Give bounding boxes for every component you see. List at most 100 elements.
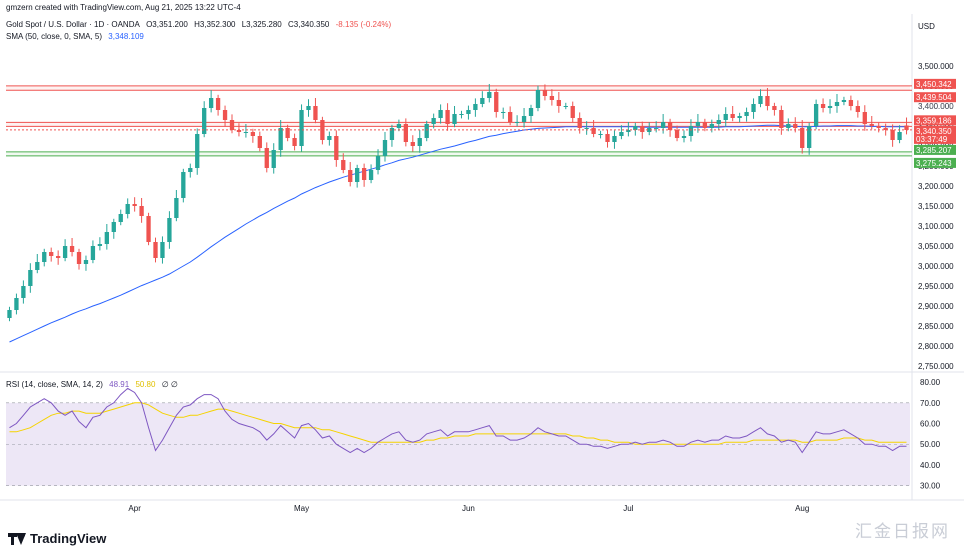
- symbol-name[interactable]: Gold Spot / U.S. Dollar · 1D · OANDA: [6, 20, 140, 29]
- currency-label[interactable]: USD: [918, 22, 935, 31]
- candle-body: [97, 244, 103, 246]
- candle-body: [250, 132, 256, 136]
- candle-body: [118, 214, 123, 222]
- ohlc-high: H3,352.300: [194, 20, 236, 29]
- candle-body: [674, 130, 680, 138]
- resistance-2-zone: [6, 122, 910, 127]
- candle-body: [69, 246, 75, 252]
- candle-body: [869, 124, 874, 126]
- price-tick-label: 2,750.000: [918, 362, 954, 371]
- candle-body: [55, 256, 61, 258]
- candle-body: [556, 100, 561, 106]
- candle-body: [327, 136, 332, 140]
- support-1-tag-label: 3,285.207: [916, 146, 952, 155]
- candle-body: [132, 204, 137, 206]
- countdown-label: 03:37:49: [916, 135, 948, 144]
- candle-body: [410, 142, 415, 146]
- candle-body: [375, 156, 381, 170]
- candle-body: [389, 128, 395, 140]
- rsi-tick-label: 80.00: [920, 378, 941, 387]
- candle-body: [570, 106, 575, 118]
- price-tick-label: 2,950.000: [918, 282, 954, 291]
- candle-body: [28, 270, 33, 286]
- candle-body: [90, 246, 96, 260]
- candle-body: [334, 136, 339, 160]
- rsi-legend[interactable]: RSI (14, close, SMA, 14, 2) 48.91 50.80 …: [6, 380, 182, 389]
- candle-body: [667, 122, 673, 130]
- candle-body: [890, 130, 895, 140]
- candle-body: [834, 102, 840, 106]
- support-1-tag: [914, 144, 956, 155]
- tradingview-logo: TradingView: [8, 531, 106, 546]
- price-tick-label: 2,900.000: [918, 302, 954, 311]
- candle-body: [514, 122, 520, 123]
- candle-body: [528, 108, 534, 116]
- candle-body: [862, 112, 867, 124]
- candle-body: [7, 310, 12, 318]
- candle-body: [542, 90, 548, 96]
- resistance-1-tag-label: 3,450.342: [916, 80, 952, 89]
- candle-body: [730, 114, 735, 118]
- candle-body: [208, 98, 214, 108]
- ohlc-close: C3,340.350: [288, 20, 330, 29]
- candle-body: [897, 132, 902, 140]
- candle-body: [591, 128, 596, 134]
- rsi-ma-line: [9, 402, 907, 445]
- candle-body: [139, 206, 144, 216]
- time-tick-label: Jun: [462, 504, 475, 513]
- time-tick-label: May: [294, 504, 309, 513]
- tradingview-icon: [8, 532, 26, 545]
- candle-body: [827, 106, 833, 108]
- candle-body: [417, 138, 422, 146]
- candle-body: [716, 120, 721, 124]
- sma-value: 3,348.109: [108, 32, 144, 41]
- price-tick-label: 3,050.000: [918, 242, 954, 251]
- rsi-ma-value: 50.80: [135, 380, 156, 389]
- candle-body: [222, 110, 228, 120]
- candle-body: [42, 252, 47, 262]
- candle-body: [459, 114, 464, 115]
- candle-body: [431, 118, 436, 124]
- candle-body: [243, 132, 249, 133]
- last-price-label: 3,340.350: [916, 127, 952, 136]
- candle-body: [35, 262, 40, 270]
- rsi-tick-label: 40.00: [920, 461, 941, 470]
- price-tick-label: 3,400.000: [918, 102, 954, 111]
- rsi-extra: ∅ ∅: [161, 380, 178, 389]
- time-tick-label: Jul: [623, 504, 633, 513]
- candle-body: [807, 126, 812, 148]
- candle-body: [452, 114, 457, 124]
- candle-body: [111, 222, 116, 232]
- candle-body: [396, 124, 402, 128]
- price-tick-label: 2,850.000: [918, 322, 954, 331]
- price-tick-label: 3,000.000: [918, 262, 954, 271]
- candle-body: [751, 104, 756, 112]
- candle-body: [76, 252, 82, 264]
- watermark: 汇金日报网: [855, 522, 950, 541]
- candle-body: [368, 170, 374, 180]
- candle-body: [695, 122, 701, 126]
- candle-body: [271, 150, 276, 168]
- sma-legend[interactable]: SMA (50, close, 0, SMA, 5) 3,348.109: [6, 32, 148, 41]
- candle-body: [723, 114, 728, 120]
- candle-body: [257, 136, 262, 148]
- candle-body: [507, 112, 513, 122]
- candle-body: [765, 96, 770, 106]
- resistance-2-tag-label: 3,359.186: [916, 116, 952, 125]
- candle-body: [779, 110, 784, 128]
- candle-body: [21, 286, 26, 298]
- candle-body: [215, 98, 221, 110]
- support-1-tag-label: 3,275.243: [916, 159, 952, 168]
- candle-body: [125, 204, 130, 214]
- candle-body: [195, 134, 200, 168]
- candle-body: [681, 136, 687, 138]
- candle-body: [702, 122, 708, 128]
- rsi-tick-label: 70.00: [920, 399, 941, 408]
- candle-body: [820, 104, 826, 108]
- candle-body: [403, 124, 409, 142]
- last-price-tag: [914, 125, 956, 144]
- candle-body: [341, 160, 346, 170]
- ohlc-low: L3,325.280: [241, 20, 282, 29]
- candle-body: [841, 100, 847, 102]
